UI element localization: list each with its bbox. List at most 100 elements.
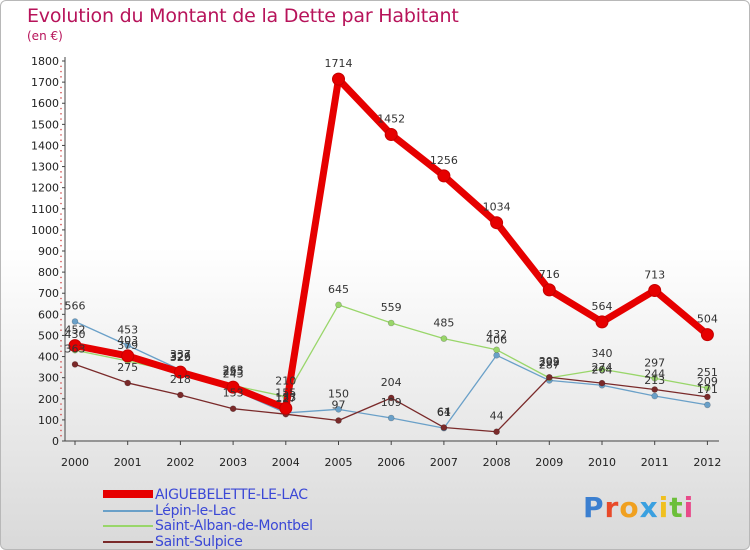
data-label: 127 (275, 392, 296, 405)
data-label: 340 (592, 347, 613, 360)
y-minor-tick (60, 218, 62, 221)
y-tick-label: 1800 (31, 55, 59, 68)
x-tick-label: 2007 (430, 456, 458, 469)
data-label: 299 (539, 356, 560, 369)
data-point (598, 365, 606, 373)
data-point (545, 373, 553, 381)
data-point (335, 417, 342, 424)
data-point (124, 342, 131, 349)
y-minor-tick (60, 260, 62, 263)
data-label: 323 (170, 351, 191, 364)
data-label: 406 (486, 333, 507, 346)
y-minor-tick (60, 413, 62, 416)
data-point (704, 384, 711, 392)
data-label: 64 (437, 405, 451, 418)
y-minor-tick (60, 403, 62, 405)
data-label: 379 (117, 339, 138, 352)
proxiti-logo: Proxiti (583, 491, 694, 524)
legend-swatch (103, 509, 153, 512)
y-minor-tick (60, 86, 62, 89)
data-point (387, 319, 395, 327)
x-tick-label: 2009 (535, 456, 563, 469)
y-minor-tick (60, 276, 62, 279)
data-label: 209 (697, 375, 718, 388)
data-label: 559 (381, 301, 402, 314)
data-label: 255 (223, 365, 244, 378)
y-tick-label: 1000 (31, 224, 59, 237)
brand-letter: o (619, 491, 640, 524)
data-label: 275 (117, 361, 138, 374)
x-tick-label: 2001 (114, 456, 142, 469)
y-minor-tick (60, 171, 62, 173)
y-minor-tick (60, 318, 62, 321)
y-minor-tick (60, 244, 62, 247)
brand-letter: x (639, 491, 659, 524)
y-minor-tick (60, 223, 62, 226)
data-point (335, 406, 342, 413)
x-tick-label: 2010 (588, 456, 616, 469)
data-point (493, 428, 500, 436)
legend-swatch (103, 525, 153, 527)
x-tick-label: 2006 (377, 456, 405, 469)
y-minor-tick (60, 76, 62, 78)
y-minor-tick (60, 239, 62, 242)
y-minor-tick (60, 287, 62, 289)
legend-swatch (103, 540, 153, 543)
y-minor-tick (60, 408, 62, 411)
data-label: 210 (275, 375, 296, 388)
data-label: 218 (170, 373, 191, 386)
y-minor-tick (60, 324, 62, 326)
y-tick-label: 0 (52, 435, 59, 448)
legend-swatch (103, 490, 153, 498)
data-point (387, 414, 395, 422)
y-minor-tick (60, 97, 62, 99)
brand-letter: r (604, 491, 620, 524)
data-point (68, 339, 82, 353)
y-tick-label: 300 (38, 372, 59, 385)
data-point (440, 424, 448, 431)
data-point (387, 394, 395, 402)
y-minor-tick (60, 202, 62, 205)
data-point (493, 351, 500, 359)
y-minor-tick (60, 361, 62, 363)
data-label: 564 (592, 300, 613, 313)
data-label: 485 (433, 317, 454, 330)
data-label: 713 (644, 268, 665, 281)
data-label: 287 (539, 358, 560, 371)
brand-letter: t (669, 491, 684, 524)
data-label: 213 (644, 374, 665, 387)
data-label: 645 (328, 283, 349, 296)
x-tick-label: 2005 (325, 456, 353, 469)
y-minor-tick (60, 308, 62, 310)
brand-letter: P (583, 491, 605, 524)
data-point (651, 386, 659, 393)
y-minor-tick (60, 302, 62, 305)
y-minor-tick (60, 424, 62, 426)
data-point (173, 365, 187, 379)
y-tick-label: 1600 (31, 97, 59, 110)
data-label: 153 (223, 387, 244, 400)
data-label: 716 (539, 268, 560, 281)
data-point (651, 374, 659, 382)
y-minor-tick (60, 297, 62, 300)
y-minor-tick (60, 65, 62, 68)
data-point (335, 301, 342, 309)
data-point (177, 391, 184, 399)
data-label: 133 (275, 391, 296, 404)
y-minor-tick (60, 192, 62, 194)
y-minor-tick (60, 112, 62, 115)
y-minor-tick (60, 70, 62, 73)
data-label: 452 (65, 324, 86, 337)
x-tick-label: 2011 (641, 456, 669, 469)
y-tick-label: 400 (38, 351, 59, 364)
y-minor-tick (60, 339, 62, 342)
y-tick-label: 600 (38, 308, 59, 321)
y-minor-tick (60, 160, 62, 163)
data-point (437, 169, 451, 183)
data-point (598, 379, 606, 387)
data-label: 326 (170, 350, 191, 363)
data-label: 155 (275, 386, 296, 399)
data-label: 403 (117, 334, 138, 347)
